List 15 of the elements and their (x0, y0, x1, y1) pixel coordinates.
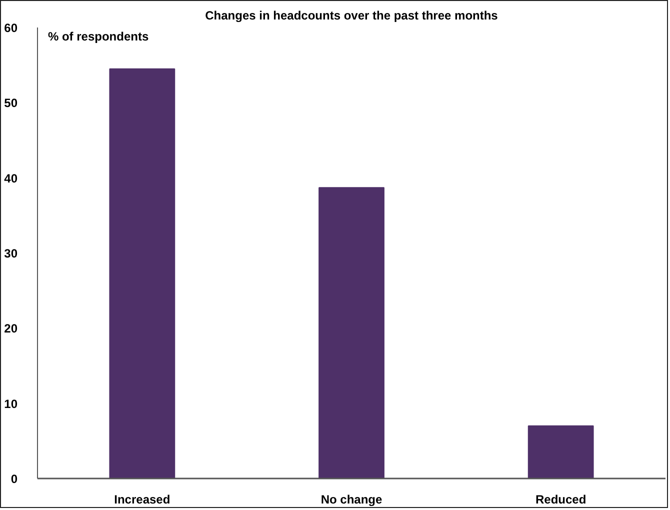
x-tick-label: Increased (114, 492, 170, 506)
y-tick-label: 30 (4, 246, 18, 260)
bar (528, 425, 594, 478)
bar (109, 68, 176, 478)
x-tick-label: No change (320, 492, 382, 506)
y-axis-title: % of respondents (48, 30, 149, 44)
x-tick-label: Reduced (535, 492, 586, 506)
y-tick-label: 60 (4, 21, 18, 35)
y-tick-label: 10 (4, 396, 18, 411)
y-tick-label: 0 (10, 472, 18, 486)
chart-title: Changes in headcounts over the past three months (205, 8, 498, 22)
y-tick-label: 40 (4, 171, 18, 186)
y-tick-label: 50 (4, 96, 18, 110)
bar (318, 187, 384, 478)
y-tick-label: 20 (4, 322, 18, 336)
